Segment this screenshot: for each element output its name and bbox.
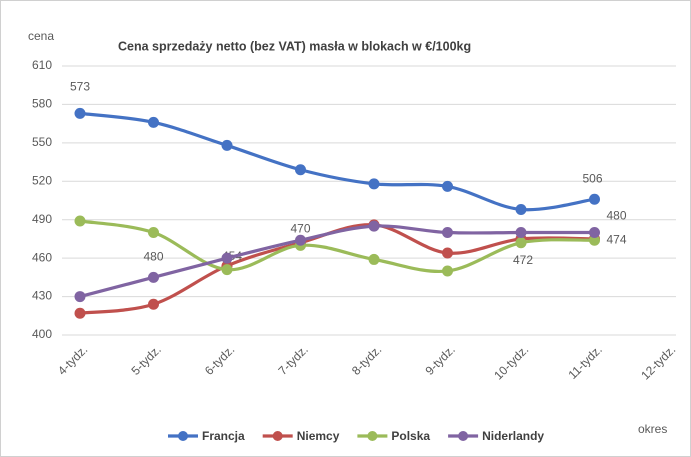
data-point: [148, 271, 159, 283]
data-label: 480: [606, 209, 626, 223]
legend-label: Francja: [202, 429, 245, 443]
series-line: [79, 224, 595, 299]
y-tick-label: 580: [32, 97, 52, 111]
legend-marker: [272, 431, 283, 441]
data-label: 506: [582, 171, 602, 185]
data-point: [368, 220, 380, 232]
legend-marker: [367, 431, 378, 441]
y-tick-label: 490: [32, 212, 52, 226]
series-line: [79, 219, 595, 274]
data-point: [442, 247, 453, 259]
data-point: [148, 227, 159, 239]
data-point: [515, 237, 527, 249]
data-label: 470: [290, 222, 310, 236]
legend-item: Niderlandy: [448, 429, 544, 443]
series-line: [79, 111, 595, 212]
data-point: [148, 298, 159, 310]
data-label: 472: [513, 253, 533, 267]
data-point: [221, 264, 233, 276]
y-tick-label: 550: [32, 135, 52, 149]
data-point: [515, 203, 527, 215]
data-point: [589, 234, 600, 246]
data-point: [442, 227, 453, 239]
y-axis-label: cena: [28, 29, 54, 43]
legend-label: Polska: [391, 429, 430, 443]
data-point: [74, 215, 86, 227]
data-point: [368, 253, 380, 265]
legend-label: Niderlandy: [482, 429, 544, 443]
x-axis-label: okres: [638, 422, 667, 436]
data-point: [74, 107, 86, 119]
data-point: [148, 116, 159, 128]
data-point: [442, 180, 453, 192]
data-point: [515, 227, 527, 239]
data-point: [74, 291, 86, 303]
data-label: 474: [606, 232, 626, 246]
legend-item: Francja: [168, 429, 245, 443]
data-point: [589, 227, 600, 239]
data-point: [368, 178, 380, 190]
legend-marker: [178, 431, 188, 441]
data-point: [295, 164, 306, 176]
data-label: 480: [143, 250, 163, 264]
y-tick-label: 610: [32, 58, 52, 72]
legend-item: Polska: [357, 429, 430, 443]
legend-item: Niemcy: [262, 429, 340, 443]
legend-label: Niemcy: [297, 429, 340, 443]
chart-title: Cena sprzedaży netto (bez VAT) masła w b…: [118, 39, 471, 53]
legend-marker: [458, 431, 469, 441]
data-point: [74, 307, 86, 319]
data-point: [442, 265, 453, 277]
data-point: [221, 252, 233, 264]
y-tick-label: 400: [32, 327, 52, 341]
y-tick-label: 520: [32, 173, 52, 187]
y-tick-label: 430: [32, 289, 52, 303]
y-tick-label: 460: [32, 250, 52, 264]
data-point: [221, 139, 233, 151]
data-point: [589, 193, 600, 205]
data-point: [295, 234, 306, 246]
data-label: 573: [70, 80, 90, 94]
